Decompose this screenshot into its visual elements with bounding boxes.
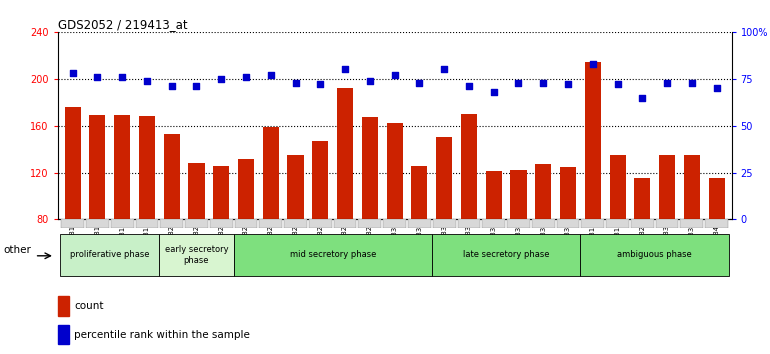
Bar (337, 88, 353, 219)
Point (290, 80, 302, 85)
FancyBboxPatch shape (408, 219, 430, 228)
FancyBboxPatch shape (259, 219, 282, 228)
Point (141, 78, 153, 84)
FancyBboxPatch shape (656, 219, 678, 228)
Point (537, 80, 550, 85)
Text: mid secretory phase: mid secretory phase (290, 250, 376, 259)
FancyBboxPatch shape (359, 219, 381, 228)
FancyBboxPatch shape (557, 219, 579, 228)
FancyBboxPatch shape (309, 219, 332, 228)
Text: GDS2052 / 219413_at: GDS2052 / 219413_at (58, 18, 187, 31)
Bar (584, 62, 601, 219)
FancyBboxPatch shape (705, 219, 728, 228)
FancyBboxPatch shape (86, 219, 109, 228)
Bar (238, 159, 254, 219)
Point (215, 76, 227, 82)
Point (265, 72, 277, 78)
Point (686, 80, 698, 85)
Point (512, 80, 524, 85)
FancyBboxPatch shape (159, 234, 233, 275)
FancyBboxPatch shape (333, 219, 357, 228)
FancyBboxPatch shape (60, 234, 159, 275)
Point (611, 81, 624, 87)
FancyBboxPatch shape (383, 219, 406, 228)
FancyBboxPatch shape (457, 219, 480, 228)
Point (190, 84, 203, 89)
FancyBboxPatch shape (111, 219, 133, 228)
Bar (213, 166, 229, 219)
Point (711, 85, 723, 91)
FancyBboxPatch shape (507, 219, 530, 228)
Text: percentile rank within the sample: percentile rank within the sample (74, 330, 249, 340)
FancyBboxPatch shape (681, 219, 703, 228)
FancyBboxPatch shape (136, 219, 159, 228)
Point (314, 81, 326, 87)
Bar (65, 107, 81, 219)
Text: early secretory
phase: early secretory phase (165, 245, 228, 264)
Point (339, 67, 351, 72)
FancyBboxPatch shape (532, 219, 554, 228)
Bar (89, 115, 105, 219)
Bar (411, 166, 427, 219)
Bar (535, 164, 551, 219)
Point (487, 89, 500, 95)
Bar (313, 141, 328, 219)
FancyBboxPatch shape (235, 219, 257, 228)
Text: count: count (74, 301, 103, 311)
Point (116, 74, 129, 80)
Point (587, 61, 599, 67)
Point (239, 74, 252, 80)
Text: late secretory phase: late secretory phase (463, 250, 549, 259)
Bar (58, 325, 69, 344)
Bar (436, 137, 452, 219)
Bar (362, 118, 378, 219)
Bar (708, 178, 725, 219)
Point (463, 84, 475, 89)
Bar (486, 171, 502, 219)
Text: proliferative phase: proliferative phase (70, 250, 149, 259)
Point (562, 81, 574, 87)
Bar (684, 155, 700, 219)
FancyBboxPatch shape (185, 219, 208, 228)
Bar (634, 178, 651, 219)
FancyBboxPatch shape (631, 219, 654, 228)
FancyBboxPatch shape (284, 219, 307, 228)
Point (636, 95, 648, 101)
FancyBboxPatch shape (581, 219, 604, 228)
Point (413, 80, 426, 85)
Point (438, 67, 450, 72)
Bar (139, 116, 155, 219)
FancyBboxPatch shape (433, 219, 456, 228)
FancyBboxPatch shape (62, 219, 84, 228)
Bar (560, 167, 576, 219)
FancyBboxPatch shape (432, 234, 581, 275)
Bar (189, 163, 205, 219)
FancyBboxPatch shape (160, 219, 183, 228)
Bar (58, 296, 69, 315)
Point (166, 84, 178, 89)
Point (363, 78, 376, 84)
FancyBboxPatch shape (581, 234, 729, 275)
FancyBboxPatch shape (233, 234, 432, 275)
Bar (114, 115, 130, 219)
Bar (387, 123, 403, 219)
FancyBboxPatch shape (210, 219, 233, 228)
Point (91, 74, 103, 80)
Bar (263, 127, 279, 219)
Bar (164, 134, 179, 219)
Point (388, 72, 400, 78)
Text: other: other (3, 245, 31, 255)
FancyBboxPatch shape (606, 219, 629, 228)
Point (66, 70, 79, 76)
Bar (511, 170, 527, 219)
FancyBboxPatch shape (482, 219, 505, 228)
Bar (610, 155, 625, 219)
Bar (461, 114, 477, 219)
Bar (287, 155, 303, 219)
Bar (659, 155, 675, 219)
Text: ambiguous phase: ambiguous phase (618, 250, 692, 259)
Point (661, 80, 673, 85)
